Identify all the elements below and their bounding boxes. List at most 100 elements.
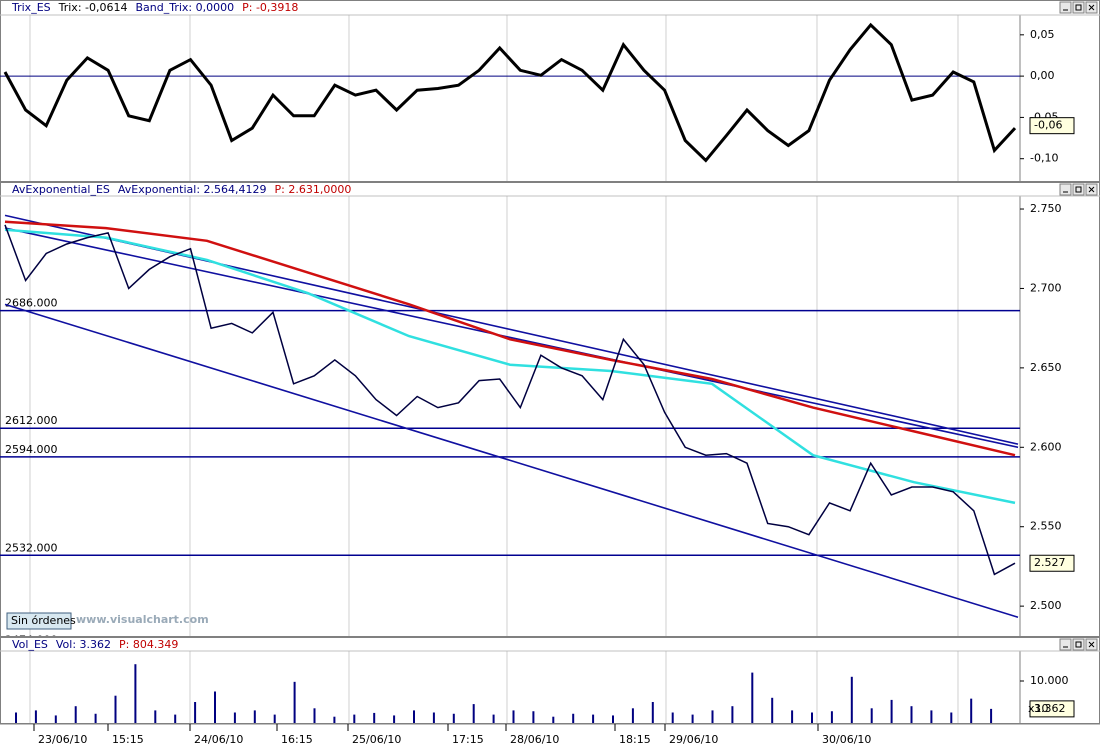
volume-bar <box>94 713 97 723</box>
plot-area: 2686.000 2612.000 2594.000 2532.000 2474.000 <box>0 196 1020 636</box>
window-button[interactable] <box>1059 1 1072 14</box>
y-tick-label: 10.000 <box>1030 674 1069 687</box>
volume-bar <box>452 713 455 723</box>
orders-button[interactable] <box>6 612 72 630</box>
value-box-label: 3.362 <box>1034 702 1066 715</box>
value-box <box>1029 700 1075 718</box>
series-line <box>4 224 1016 576</box>
volume-bar <box>850 676 853 723</box>
volume-bar <box>592 714 595 723</box>
y-tick-label: 0,00 <box>1030 69 1055 82</box>
volume-bar <box>671 712 674 723</box>
volume-bar <box>492 714 495 723</box>
volume-bar <box>134 664 137 723</box>
window-button[interactable] <box>1059 183 1072 196</box>
watermark: www.visualchart.com <box>76 613 209 626</box>
header-text: Trix_ES <box>11 1 51 14</box>
x-tick-label: 30/06/10 <box>822 733 871 746</box>
x-tick-label: 29/06/10 <box>669 733 718 746</box>
volume-bar <box>472 704 475 723</box>
orders-label[interactable]: Sin órdenes <box>11 614 76 627</box>
plot-area <box>0 15 1020 181</box>
volume-bar <box>950 712 953 723</box>
window-button-icon <box>1075 641 1082 648</box>
scale-note: x10 <box>1028 702 1049 715</box>
header-text: P: 2.631,0000 <box>275 183 352 196</box>
header-text: Vol: 3.362 <box>56 638 111 651</box>
volume-bar <box>731 706 734 723</box>
volume-bar <box>552 716 555 723</box>
window-button[interactable] <box>1072 1 1085 14</box>
window-button[interactable] <box>1072 638 1085 651</box>
volume-bar <box>253 710 256 723</box>
volume-bar <box>612 715 614 723</box>
volume-bar <box>432 712 435 723</box>
volume-bar <box>313 708 316 723</box>
volume-bar <box>114 695 117 723</box>
window-button-icon <box>1088 186 1095 193</box>
y-tick-label: 2.500 <box>1030 599 1062 612</box>
header-text: Vol_ES <box>12 638 48 651</box>
x-tick-label: 28/06/10 <box>510 733 559 746</box>
header-text: Band_Trix: 0,0000 <box>135 1 234 14</box>
panel-frame <box>0 182 1100 637</box>
series-line <box>4 228 1016 505</box>
volume-bar <box>512 710 515 723</box>
plot-area <box>15 651 993 723</box>
y-tick-label: 2.600 <box>1030 440 1062 453</box>
volume-bar <box>691 714 694 723</box>
volume-bar <box>651 702 654 723</box>
volume-bar <box>970 698 973 723</box>
x-tick-label: 24/06/10 <box>194 733 243 746</box>
header-text: P: 804.349 <box>119 638 178 651</box>
volume-bar <box>751 672 754 723</box>
volume-bar <box>811 712 813 723</box>
volume-bar <box>174 714 177 723</box>
level-label: 2532.000 <box>5 541 58 554</box>
x-tick-label: 23/06/10 <box>38 733 87 746</box>
window-button-icon <box>1075 4 1082 11</box>
series-line <box>3 22 1017 163</box>
volume-bar <box>532 711 535 723</box>
value-box-label: 2.527 <box>1034 556 1066 569</box>
y-tick-label: 2.550 <box>1030 520 1062 533</box>
x-tick-label: 16:15 <box>281 733 313 746</box>
value-box <box>1029 117 1075 135</box>
header-text: Trix: -0,0614 <box>58 1 128 14</box>
volume-bar <box>54 715 57 723</box>
x-tick-label: 15:15 <box>112 733 144 746</box>
volume-bar <box>373 712 376 723</box>
volume-bar <box>771 697 774 723</box>
window-button[interactable] <box>1059 638 1072 651</box>
trend-line <box>4 303 1019 619</box>
volume-bar <box>293 681 296 723</box>
level-label: 2594.000 <box>5 443 58 456</box>
window-button-icon <box>1088 641 1095 648</box>
value-box-label: -0,06 <box>1034 119 1062 132</box>
volume-bar <box>870 708 873 723</box>
volume-bar <box>930 710 933 723</box>
volume-bar <box>214 691 216 723</box>
y-tick-label: 2.750 <box>1030 202 1062 215</box>
volume-bar <box>154 710 157 723</box>
header-text: P: -0,3918 <box>242 1 298 14</box>
panel-frame <box>0 0 1100 182</box>
x-tick-label: 25/06/10 <box>352 733 401 746</box>
volume-bar <box>990 708 993 723</box>
volume-bar <box>413 710 415 723</box>
volume-bar <box>15 712 17 723</box>
x-tick-label: 18:15 <box>619 733 651 746</box>
volume-bar <box>273 714 276 723</box>
window-button[interactable] <box>1072 183 1085 196</box>
volume-bar <box>631 708 634 723</box>
volume-bar <box>830 711 833 723</box>
volume-bar <box>353 714 356 723</box>
window-button-icon <box>1088 4 1095 11</box>
volume-bar <box>34 710 37 723</box>
volume-bar <box>233 712 236 723</box>
y-tick-label: 2.700 <box>1030 281 1062 294</box>
level-label: 2686.000 <box>5 297 58 310</box>
y-tick-label: 0,05 <box>1030 28 1055 41</box>
volume-bar <box>890 699 893 723</box>
